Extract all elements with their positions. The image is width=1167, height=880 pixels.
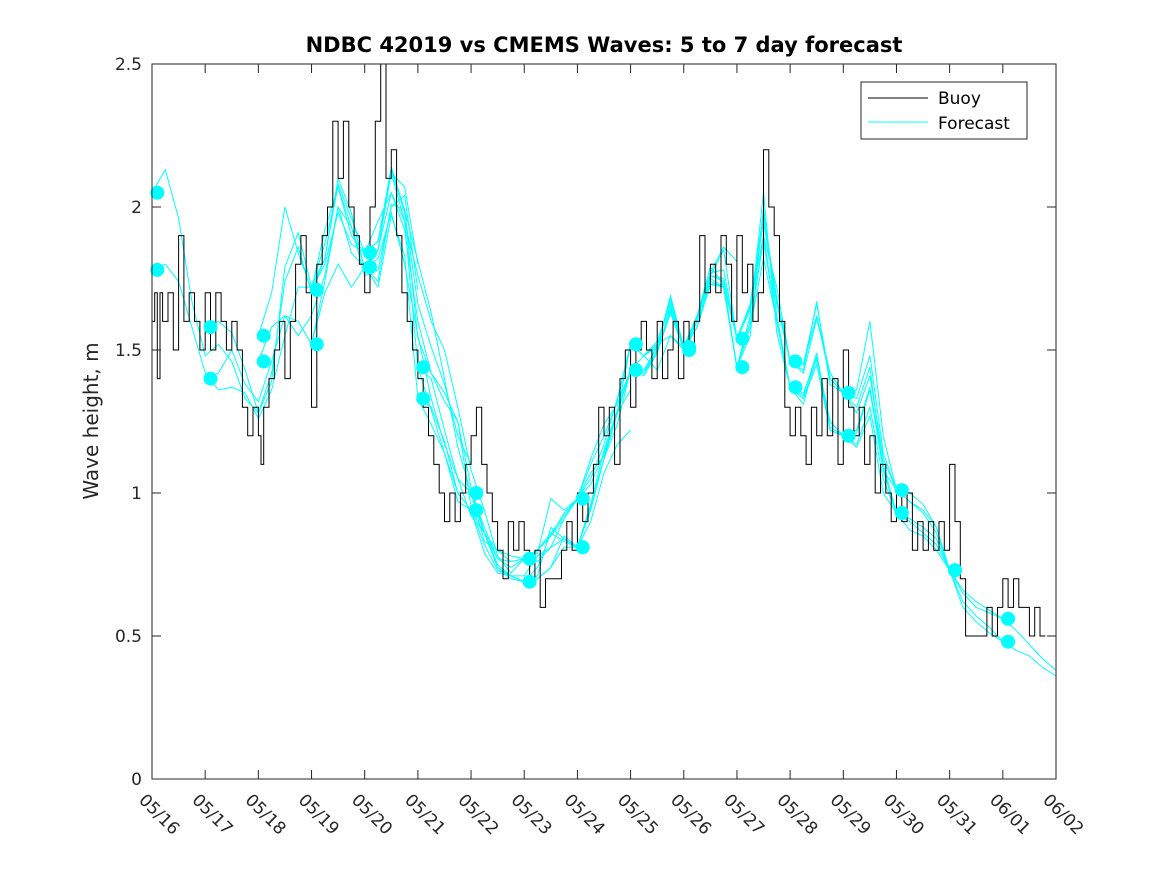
legend-label-forecast: Forecast	[938, 114, 1010, 134]
forecast-marker	[469, 503, 484, 518]
forecast-line-23	[736, 215, 1003, 620]
x-tick-label: 05/28	[773, 790, 822, 839]
legend: Buoy Forecast	[860, 81, 1028, 140]
forecast-line-11	[417, 334, 685, 563]
forecast-marker	[150, 262, 165, 277]
forecast-marker	[575, 540, 590, 555]
buoy-line	[152, 63, 1046, 637]
forecast-marker	[682, 343, 697, 357]
forecast-marker	[1001, 611, 1016, 626]
forecast-marker	[309, 337, 324, 352]
forecast-marker	[788, 380, 803, 395]
forecast-marker	[575, 491, 590, 506]
x-tick-label: 05/21	[400, 790, 449, 839]
forecast-marker	[628, 337, 643, 352]
x-tick-label: 05/19	[294, 790, 343, 839]
x-tick-label: 05/25	[613, 790, 662, 839]
chart-title: NDBC 42019 vs CMEMS Waves: 5 to 7 day fo…	[306, 33, 903, 57]
forecast-marker	[256, 354, 271, 369]
x-tick-label: 05/26	[666, 790, 715, 839]
forecast-line-22	[683, 235, 951, 571]
forecast-marker	[841, 385, 856, 400]
forecast-marker	[363, 245, 377, 260]
x-tick-label: 05/17	[188, 790, 237, 839]
forecast-marker	[309, 282, 324, 297]
legend-box	[860, 81, 1028, 140]
forecast-line-3	[205, 169, 472, 465]
forecast-marker	[894, 506, 909, 520]
axes-box	[151, 63, 1057, 780]
y-tick-label: 2	[131, 198, 142, 218]
y-tick-label: 1.5	[115, 341, 142, 361]
forecast-marker	[735, 331, 750, 346]
y-tick-label: 1	[131, 484, 142, 504]
x-tick-label: 05/22	[454, 790, 503, 839]
x-tick-label: 05/29	[826, 790, 875, 839]
x-tick-label: 05/27	[719, 790, 768, 839]
forecast-marker	[203, 371, 218, 386]
forecast-marker	[469, 486, 484, 500]
forecast-markers	[150, 185, 1016, 649]
forecast-line-10	[364, 215, 631, 583]
forecast-marker	[522, 551, 537, 566]
forecast-marker	[1001, 634, 1016, 649]
x-tick-label: 05/18	[241, 790, 290, 839]
forecast-marker	[841, 428, 856, 443]
forecast-line-25	[789, 315, 1057, 671]
forecast-marker	[894, 483, 909, 498]
forecast-marker	[256, 328, 271, 343]
x-tick-label: 05/31	[932, 790, 981, 839]
forecast-marker	[948, 563, 962, 578]
y-axis-ticks: 0 0.5 1 1.5 2 2.5	[115, 55, 1056, 790]
y-tick-label: 2.5	[115, 55, 142, 75]
y-axis-label: Wave height, m	[79, 342, 103, 499]
x-tick-label: 05/16	[134, 790, 183, 839]
forecast-marker	[416, 391, 431, 406]
x-tick-label: 05/30	[879, 790, 928, 839]
forecast-marker	[363, 260, 377, 275]
x-tick-label: 05/20	[347, 790, 396, 839]
forecast-line-6	[257, 210, 525, 583]
forecast-marker	[416, 360, 431, 375]
x-tick-label: 06/01	[985, 790, 1034, 839]
x-tick-label: 06/02	[1038, 790, 1087, 839]
y-tick-label: 0	[131, 770, 142, 790]
forecast-marker	[628, 363, 643, 377]
y-tick-label: 0.5	[115, 627, 142, 647]
forecast-marker	[150, 185, 165, 200]
forecast-marker	[735, 360, 750, 375]
x-tick-label: 05/23	[507, 790, 556, 839]
buoy-series	[152, 63, 1046, 637]
forecast-marker	[788, 354, 803, 369]
forecast-marker	[203, 320, 218, 335]
x-tick-label: 05/24	[560, 790, 609, 839]
forecast-marker	[522, 574, 537, 589]
forecast-line-13	[470, 246, 738, 568]
legend-label-buoy: Buoy	[938, 89, 981, 109]
